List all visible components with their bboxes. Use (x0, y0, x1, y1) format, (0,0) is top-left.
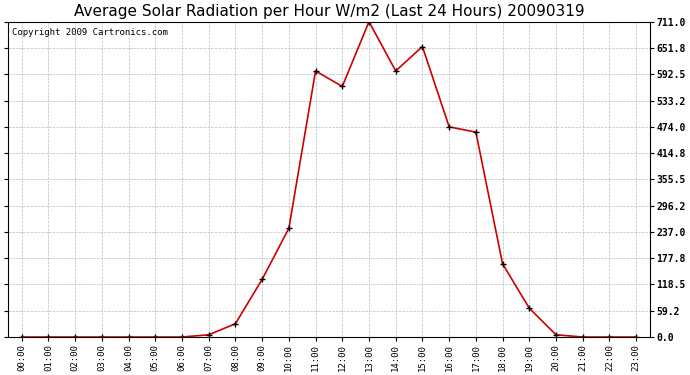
Title: Average Solar Radiation per Hour W/m2 (Last 24 Hours) 20090319: Average Solar Radiation per Hour W/m2 (L… (74, 4, 584, 19)
Text: Copyright 2009 Cartronics.com: Copyright 2009 Cartronics.com (12, 28, 168, 37)
